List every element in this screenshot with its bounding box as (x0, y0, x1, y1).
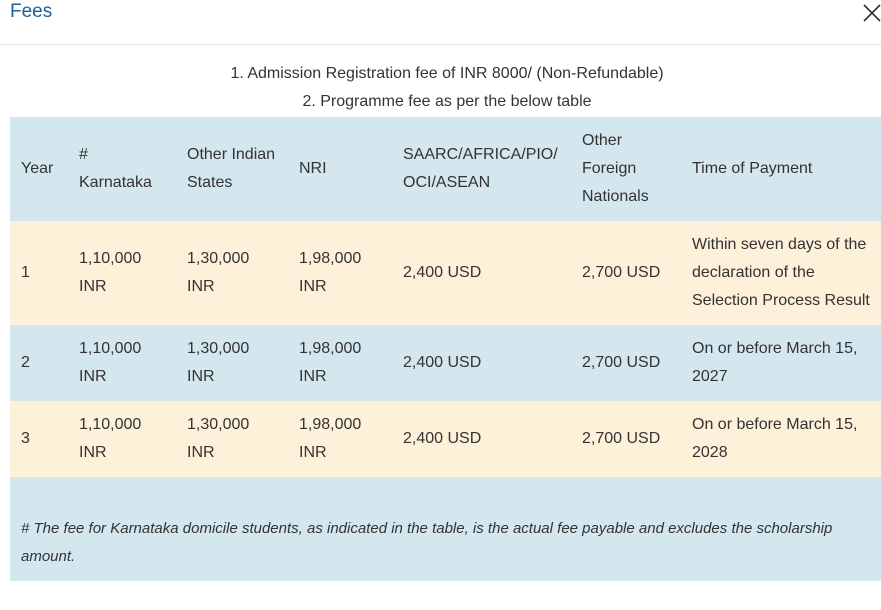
note: 1. Admission Registration fee of INR 800… (230, 65, 664, 82)
table-cell: 1,10,000 INR (79, 416, 142, 461)
modal-title: Fees (10, 1, 53, 22)
table-cell: 2,400 USD (403, 354, 482, 371)
divider (0, 44, 881, 45)
column-header: SAARC/AFRICA/PIO/OCI/ASEAN (403, 146, 558, 191)
table-cell: 2,700 USD (582, 264, 661, 281)
column-header: Year (21, 160, 54, 177)
header-row: Year # Karnataka Other Indian States NRI SAA… (10, 117, 881, 221)
table-cell: 2,400 USD (403, 430, 482, 447)
column-header: Other Indian States (187, 146, 276, 191)
footnote-row: # The fee for Karnataka domicile student… (10, 477, 881, 581)
table-cell: 1,98,000 INR (299, 250, 362, 295)
note: 2. Programme fee as per the below table (302, 93, 592, 110)
table-cell: On or before March 15, 2028 (692, 416, 858, 461)
table-cell: 1,98,000 INR (299, 416, 362, 461)
table-cell: 3 (21, 430, 30, 447)
table-cell: 2 (21, 354, 30, 371)
table-cell: 1 (21, 264, 30, 281)
table-cell: 2,700 USD (582, 430, 661, 447)
column-header: Other Foreign Nationals (582, 132, 649, 205)
table-cell: 2,400 USD (403, 264, 482, 281)
table-cell: 1,30,000 INR (187, 250, 250, 295)
table-cell: 1,10,000 INR (79, 340, 142, 385)
column-header: Time of Payment (692, 160, 813, 177)
table-cell: 1,98,000 INR (299, 340, 362, 385)
table-cell: Within seven days of the declaration of … (692, 236, 870, 309)
close-button[interactable] (862, 3, 881, 23)
table-cell: 1,30,000 INR (187, 340, 250, 385)
table-cell: 1,10,000 INR (79, 250, 142, 295)
column-header: NRI (299, 160, 327, 177)
table-cell: 1,30,000 INR (187, 416, 250, 461)
column-header: # Karnataka (79, 146, 152, 191)
footnote: # The fee for Karnataka domicile student… (21, 520, 833, 565)
table-cell: On or before March 15, 2027 (692, 340, 858, 385)
fee-table: Year # Karnataka Other Indian States NRI SAA… (10, 117, 881, 581)
table-cell: 2,700 USD (582, 354, 661, 371)
notes: 1. Admission Registration fee of INR 800… (0, 60, 881, 116)
table-row: 2 1,10,000 INR 1,30,000 INR 1,98,000 INR 2,4… (10, 325, 881, 401)
table-row: 3 1,10,000 INR 1,30,000 INR 1,98,000 INR 2,4… (10, 401, 881, 477)
table-row: 1 1,10,000 INR 1,30,000 INR 1,98,000 INR 2,4… (10, 221, 881, 325)
